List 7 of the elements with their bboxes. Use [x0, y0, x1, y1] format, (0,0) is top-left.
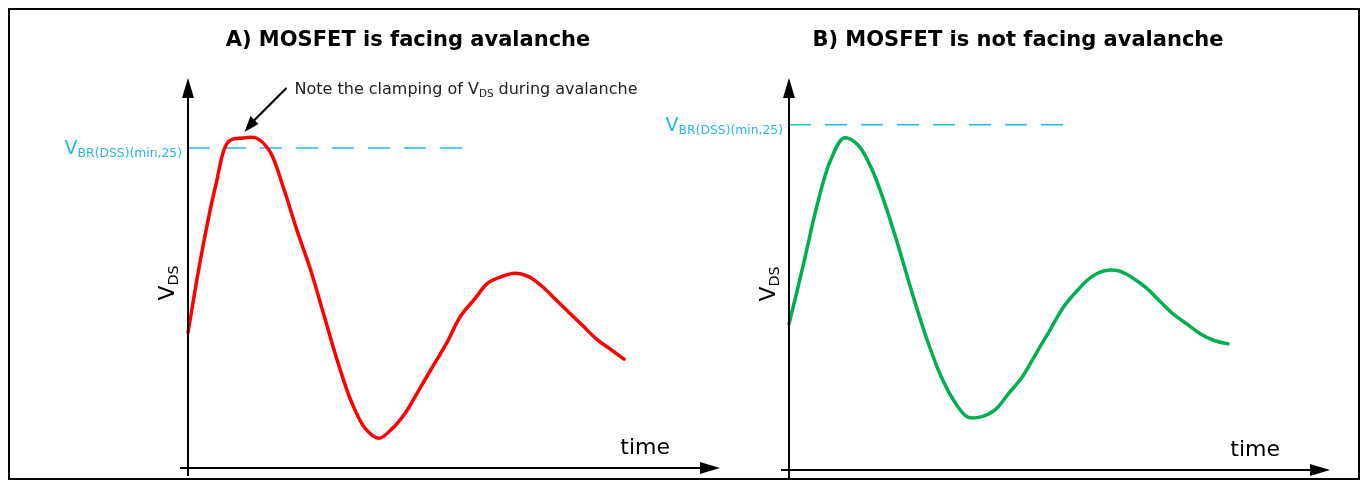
- chart-title: B) MOSFET is not facing avalanche: [812, 27, 1224, 51]
- text: Note the clamping of V$_{DS}$ during avalanche: [294, 79, 638, 99]
- ref-line-label: V$_{BR(DSS)(min,25)}$: [64, 135, 182, 160]
- x-axis-title: time: [620, 434, 670, 459]
- chart-title: A) MOSFET is facing avalanche: [225, 27, 591, 51]
- x-axis-title: time: [1230, 436, 1280, 461]
- ref-line-label: V$_{BR(DSS)(min,25)}$: [665, 112, 783, 137]
